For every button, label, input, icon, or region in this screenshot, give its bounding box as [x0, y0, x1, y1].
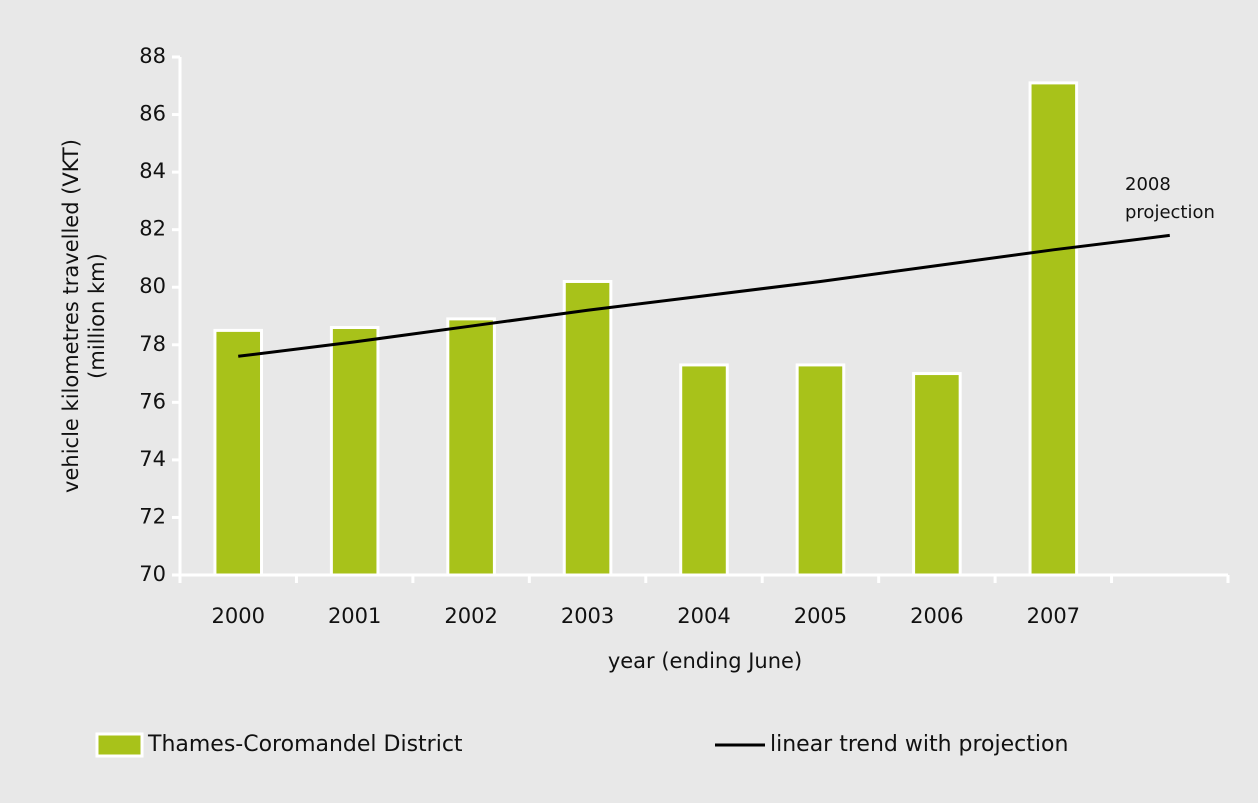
y-axis-title-line: vehicle kilometres travelled (VKT)	[59, 139, 83, 493]
bar	[912, 372, 962, 577]
y-tick-label: 86	[139, 102, 166, 126]
y-tick-label: 84	[139, 159, 166, 183]
legend-label: linear trend with projection	[770, 732, 1068, 757]
x-tick-label: 2000	[211, 604, 264, 628]
x-tick-label: 2002	[444, 604, 497, 628]
y-tick-label: 76	[139, 389, 166, 413]
y-tick-label: 70	[139, 562, 166, 586]
bar	[679, 363, 729, 577]
bar	[213, 328, 264, 577]
y-tick-label: 74	[139, 447, 166, 471]
x-tick-label: 2007	[1027, 604, 1080, 628]
y-tick-label: 80	[139, 274, 166, 298]
bar	[329, 326, 380, 577]
bar	[562, 279, 613, 577]
legend-swatch	[95, 732, 144, 758]
bar	[446, 317, 496, 577]
y-tick-label: 78	[139, 332, 166, 356]
trend-line	[238, 233, 1170, 358]
bar	[795, 363, 846, 577]
x-tick-label: 2006	[910, 604, 963, 628]
x-tick-label: 2004	[677, 604, 730, 628]
x-tick-label: 2005	[794, 604, 847, 628]
bar	[1028, 81, 1079, 577]
y-axis-title: vehicle kilometres travelled (VKT) (mill…	[59, 139, 109, 493]
annotation: projection	[1125, 202, 1215, 223]
x-axis-title: year (ending June)	[608, 649, 802, 673]
x-tick-label: 2003	[561, 604, 614, 628]
y-tick-label: 82	[139, 217, 166, 241]
legend-label: Thames-Coromandel District	[147, 732, 463, 757]
x-tick-label: 2001	[328, 604, 381, 628]
y-axis-title-line: (million km)	[85, 253, 109, 379]
annotation: 2008	[1125, 174, 1171, 195]
y-tick-label: 88	[139, 44, 166, 68]
y-tick-label: 72	[139, 504, 166, 528]
